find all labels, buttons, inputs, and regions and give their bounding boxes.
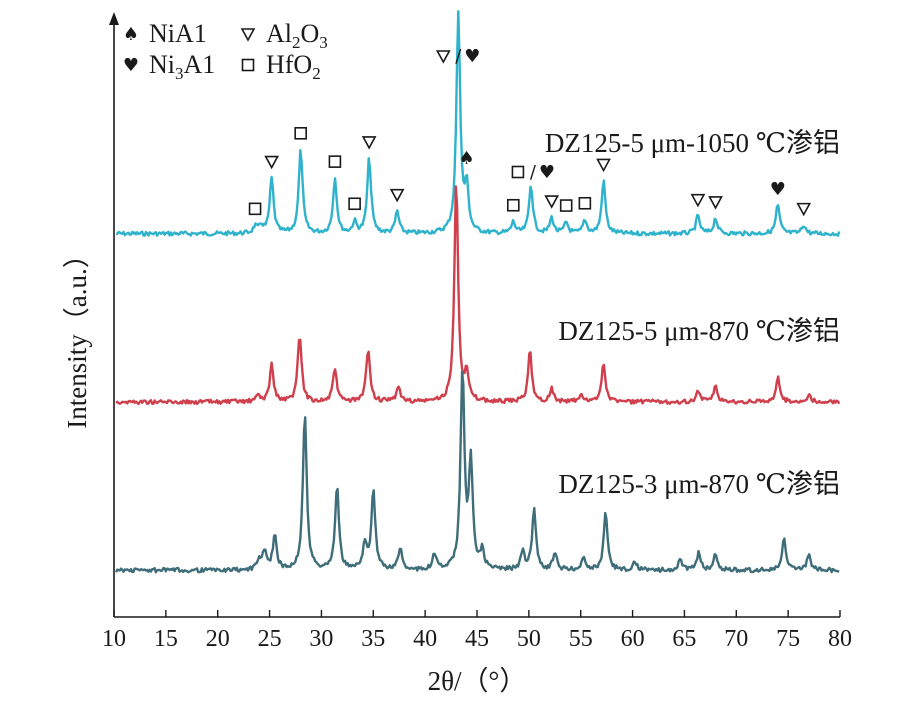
series-line (115, 185, 841, 406)
peak-marker (708, 196, 723, 210)
legend-label: Al2O3 (266, 19, 328, 52)
x-tick-label: 50 (517, 626, 541, 652)
square-icon (511, 165, 525, 179)
legend-text-part: HfO (266, 50, 312, 79)
series-label: DZ125-5 μm-870 ℃渗铝 (558, 316, 840, 346)
legend-text-part: Ni (149, 50, 175, 79)
x-tick-label: 10 (102, 626, 126, 652)
peak-marker (796, 202, 812, 217)
slash-icon: / (530, 162, 537, 183)
legend-text-part: A1 (184, 50, 216, 79)
peak-marker (264, 155, 279, 170)
square-icon (348, 197, 361, 211)
legend: ♠ NiA1 Al2O3♥ Ni3A1 HfO2 (123, 19, 328, 83)
legend-item: Al2O3 (240, 19, 328, 52)
triangle-icon (796, 202, 812, 217)
x-tick-label: 35 (361, 626, 385, 652)
legend-text-part: O (301, 19, 320, 48)
peak-marker (596, 158, 611, 173)
legend-text-part: NiA1 (149, 19, 207, 48)
legend-subscript: 2 (292, 33, 301, 52)
square-icon (506, 198, 520, 212)
heart-icon: ♥ (123, 55, 139, 76)
peak-marker (690, 193, 706, 208)
series-line (115, 370, 840, 574)
x-tick-label: 25 (258, 626, 282, 652)
peak-marker: / ♥ (435, 46, 480, 67)
peak-marker (389, 188, 405, 203)
square-icon (294, 126, 307, 140)
peak-marker (544, 195, 560, 209)
x-tick-label: 55 (569, 626, 593, 652)
legend-subscript: 3 (319, 33, 328, 52)
peak-marker (361, 136, 377, 150)
triangle-icon (435, 50, 451, 64)
square-icon (559, 199, 573, 212)
triangle-icon (240, 28, 256, 42)
peak-marker (328, 155, 342, 168)
legend-text-part: Al (266, 19, 292, 48)
triangle-icon (389, 188, 405, 203)
x-tick-label: 80 (828, 626, 852, 652)
x-ticks: 10 15 20 25 30 35 40 45 50 55 60 65 70 75 80 (102, 610, 852, 652)
legend-label: HfO2 (266, 50, 321, 83)
legend-item: HfO2 (241, 50, 321, 83)
slash-icon: / (455, 46, 462, 67)
series-label: DZ125-3 μm-870 ℃渗铝 (558, 469, 840, 499)
series-line (115, 10, 841, 237)
peak-marker (559, 199, 573, 212)
x-tick-label: 70 (724, 626, 748, 652)
square-icon (241, 58, 255, 72)
legend-label: NiA1 (149, 19, 207, 48)
y-axis-title: Intensity（a.u.） (62, 241, 92, 428)
triangle-icon (361, 136, 377, 150)
heart-icon: ♥ (770, 179, 786, 200)
heart-icon: ♥ (464, 46, 480, 67)
x-tick-label: 30 (309, 626, 333, 652)
x-tick-label: 20 (206, 626, 230, 652)
peak-marker: ♥ (770, 179, 786, 200)
peak-marker: / ♥ (511, 162, 555, 183)
triangle-icon (690, 193, 706, 208)
x-tick-label: 45 (465, 626, 489, 652)
spade-icon: ♠ (459, 148, 475, 169)
legend-label: Ni3A1 (149, 50, 215, 83)
triangle-icon (544, 195, 560, 209)
x-tick-label: 15 (154, 626, 178, 652)
peak-marker (506, 198, 520, 212)
legend-item: ♥ Ni3A1 (123, 50, 215, 83)
legend-subscript: 3 (175, 64, 184, 83)
series-label: DZ125-5 μm-1050 ℃渗铝 (545, 128, 840, 158)
square-icon (578, 196, 592, 210)
series-group: DZ125-5 μm-1050 ℃渗铝 DZ125-5 μm-870 ℃渗铝 DZ1… (115, 10, 841, 574)
peak-marker: ♠ (459, 148, 475, 169)
x-axis-title: 2θ/（°） (428, 666, 527, 696)
square-icon (328, 155, 342, 168)
legend-subscript: 2 (312, 64, 321, 83)
heart-icon: ♥ (539, 162, 555, 183)
peak-marker (348, 197, 361, 211)
peak-markers: / ♥♠/♥♥ (248, 46, 812, 217)
square-icon (248, 202, 262, 216)
x-tick-label: 60 (621, 626, 645, 652)
x-tick-label: 75 (776, 626, 800, 652)
triangle-icon (708, 196, 723, 210)
legend-item: ♠ NiA1 (123, 19, 207, 48)
peak-marker (578, 196, 592, 210)
y-axis-arrow-icon (109, 12, 119, 25)
peak-marker (294, 126, 307, 140)
triangle-icon (264, 155, 279, 170)
x-tick-label: 65 (672, 626, 696, 652)
peak-marker (248, 202, 262, 216)
x-tick-label: 40 (413, 626, 437, 652)
spade-icon: ♠ (123, 24, 139, 45)
triangle-icon (596, 158, 611, 173)
